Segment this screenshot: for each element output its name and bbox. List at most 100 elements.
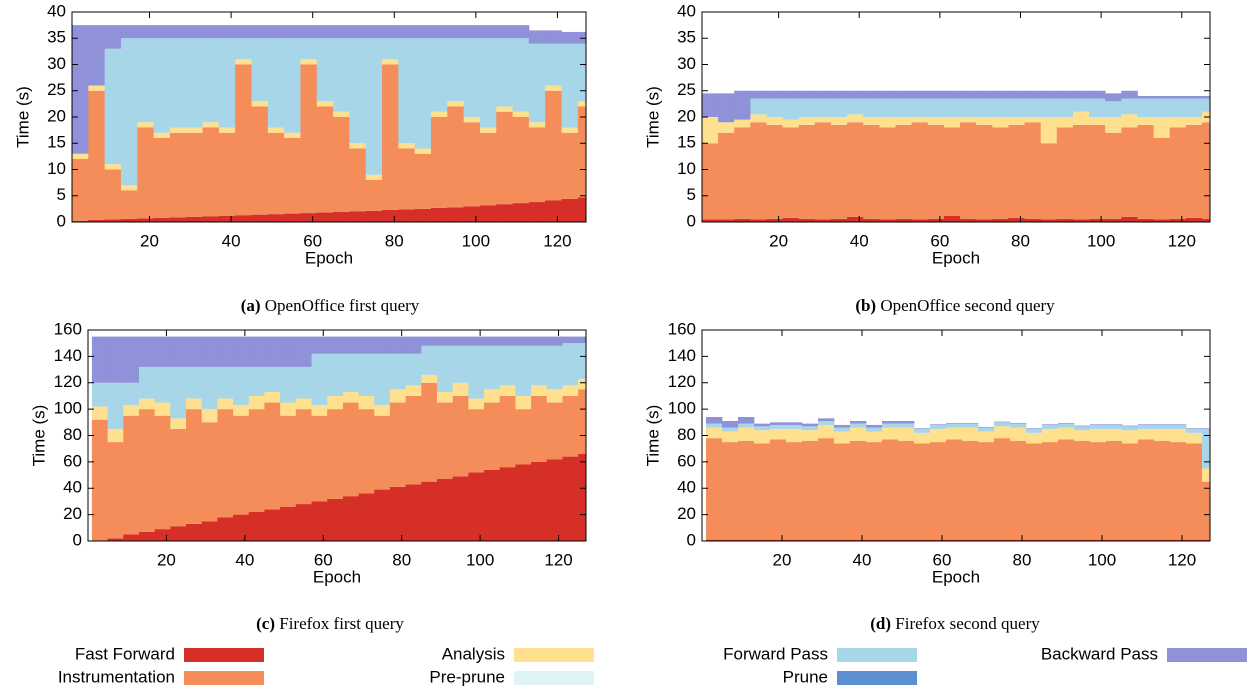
bar-segment (217, 366, 234, 399)
bar-segment (1042, 539, 1059, 541)
bar-segment (930, 539, 947, 541)
bar-segment (217, 517, 234, 541)
bar-segment (1008, 98, 1025, 117)
bar-segment (770, 439, 787, 540)
bar-segment (349, 38, 367, 144)
bar-segment (138, 531, 156, 541)
y-tick-label: 40 (677, 478, 696, 497)
y-axis-label: Time (s) (29, 405, 48, 467)
bar-segment (153, 217, 171, 222)
bar-segment (1024, 98, 1042, 117)
bar-segment (1105, 117, 1122, 133)
bar-segment (201, 336, 218, 367)
bar-segment (1138, 439, 1155, 540)
bar-segment (251, 106, 269, 215)
bar-segment (766, 90, 784, 99)
bar-segment (960, 98, 977, 117)
bar-segment (496, 111, 513, 205)
bar-segment (863, 124, 880, 219)
bar-segment (137, 127, 154, 219)
bar-segment (1170, 539, 1187, 541)
bar-segment (834, 443, 851, 540)
bar-segment (722, 539, 739, 541)
bar-segment (798, 117, 816, 125)
bar-segment (398, 209, 416, 222)
bar-segment (88, 90, 106, 220)
y-tick-label: 160 (668, 319, 696, 338)
bar-segment (316, 101, 334, 107)
bar-segment (1106, 428, 1123, 441)
bar-segment (734, 127, 751, 219)
bar-segment (927, 117, 945, 125)
bar-segment (1072, 219, 1090, 222)
bar-segment (248, 511, 265, 541)
bar-segment (1153, 138, 1171, 220)
bar-segment (88, 219, 106, 222)
bar-segment (706, 438, 723, 540)
bar-segment (358, 395, 375, 410)
bar-segment (365, 210, 383, 222)
bar-segment (1185, 124, 1203, 218)
bar-segment (1090, 428, 1107, 443)
bar-segment (484, 402, 501, 470)
bar-segment (1170, 428, 1187, 443)
bar-segment (499, 467, 516, 541)
bar-segment (1026, 428, 1043, 433)
bar-segment (1154, 440, 1171, 540)
bar-segment (850, 423, 867, 428)
bar-segment (186, 127, 203, 133)
bar-segment (895, 218, 913, 222)
bar-segment (895, 98, 913, 117)
bar-segment (233, 405, 250, 416)
y-tick-label: 0 (73, 530, 82, 549)
bar-segment (123, 415, 140, 535)
bar-segment (1202, 539, 1211, 541)
bar-segment (300, 25, 318, 39)
bar-segment (496, 204, 513, 222)
bar-segment (217, 409, 234, 518)
bar-segment (202, 122, 220, 128)
bar-segment (722, 420, 739, 428)
bar-segment (1169, 98, 1187, 117)
bar-segment (850, 420, 867, 424)
bar-segment (169, 25, 187, 39)
bar-segment (834, 427, 851, 432)
bar-segment (1105, 93, 1122, 102)
bar-segment (264, 402, 281, 510)
bar-segment (430, 207, 448, 222)
bar-segment (479, 25, 497, 39)
bar-segment (284, 25, 301, 39)
bar-segment (1008, 217, 1025, 222)
bar-segment (545, 200, 562, 222)
bar-segment (398, 148, 416, 210)
bar-segment (280, 506, 297, 541)
y-tick-label: 15 (677, 133, 696, 152)
y-tick-label: 5 (57, 185, 66, 204)
bar-segment (706, 539, 723, 541)
bar-segment (1010, 539, 1027, 541)
y-tick-label: 5 (687, 185, 696, 204)
bar-segment (706, 423, 723, 428)
bar-segment (766, 117, 784, 125)
legend-label: Forward Pass (723, 644, 828, 663)
y-tick-label: 160 (54, 319, 82, 338)
bar-segment (786, 422, 803, 425)
bar-segment (1089, 218, 1106, 222)
bar-segment (962, 423, 979, 428)
bar-segment (545, 85, 562, 91)
bar-segment (1170, 424, 1187, 425)
bar-segment (414, 153, 432, 209)
bar-segment (546, 402, 563, 460)
caption-title: Firefox first query (279, 614, 404, 633)
bar-segment (1202, 468, 1211, 482)
bar-segment (1074, 539, 1091, 541)
bar-segment (930, 442, 947, 540)
bar-segment (479, 205, 497, 222)
bar-segment (484, 345, 501, 390)
bar-segment (879, 98, 896, 117)
bar-segment (1202, 481, 1211, 540)
bar-segment (914, 432, 931, 444)
bar-segment (1154, 428, 1171, 441)
bar-segment (248, 336, 265, 367)
